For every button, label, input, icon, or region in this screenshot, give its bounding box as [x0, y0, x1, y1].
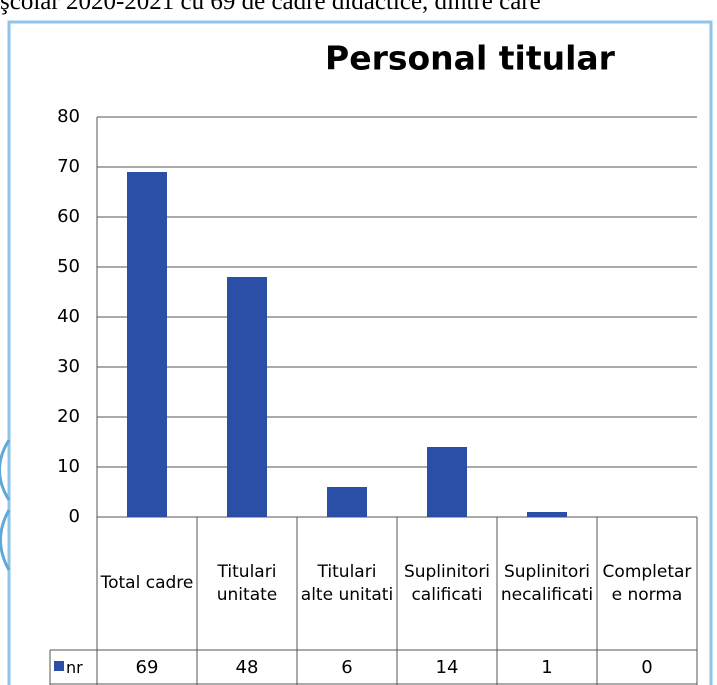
- chart-title: Personal titular: [325, 39, 616, 78]
- y-tick-label: 10: [57, 456, 80, 477]
- chart-frame: [7, 20, 713, 685]
- bar: [127, 172, 167, 517]
- y-tick-label: 20: [57, 406, 80, 427]
- table-value: 14: [435, 657, 459, 678]
- category-label: Total cadre: [100, 573, 194, 593]
- legend-label: nr: [66, 658, 83, 677]
- category-label: Titulari unitate: [216, 561, 278, 605]
- table-value: 48: [235, 657, 259, 678]
- table-value: 6: [341, 657, 353, 678]
- decoration: [0, 439, 11, 571]
- bar: [327, 487, 367, 517]
- y-tick-label: 30: [57, 356, 80, 377]
- table-value: 1: [541, 657, 553, 678]
- table-value: 0: [641, 657, 653, 678]
- y-tick-label: 50: [57, 256, 80, 277]
- y-tick-label: 40: [57, 306, 80, 327]
- category-label: Suplinitori necalificati: [500, 561, 594, 605]
- bar: [527, 512, 567, 517]
- bar: [227, 277, 267, 517]
- y-tick-label: 60: [57, 206, 80, 227]
- y-tick-label: 0: [69, 506, 80, 527]
- y-tick-label: 70: [57, 156, 80, 177]
- category-label: Suplinitori calificati: [403, 561, 491, 605]
- table-value: 69: [135, 657, 159, 678]
- y-tick-label: 80: [57, 106, 80, 127]
- legend-swatch: [54, 661, 64, 671]
- background-text: şcolar 2020-2021 cu 69 de cadre didactic…: [0, 0, 541, 15]
- category-label: Titulari alte unitati: [300, 561, 394, 605]
- category-label: Completare norma: [602, 561, 692, 605]
- bar: [427, 447, 467, 517]
